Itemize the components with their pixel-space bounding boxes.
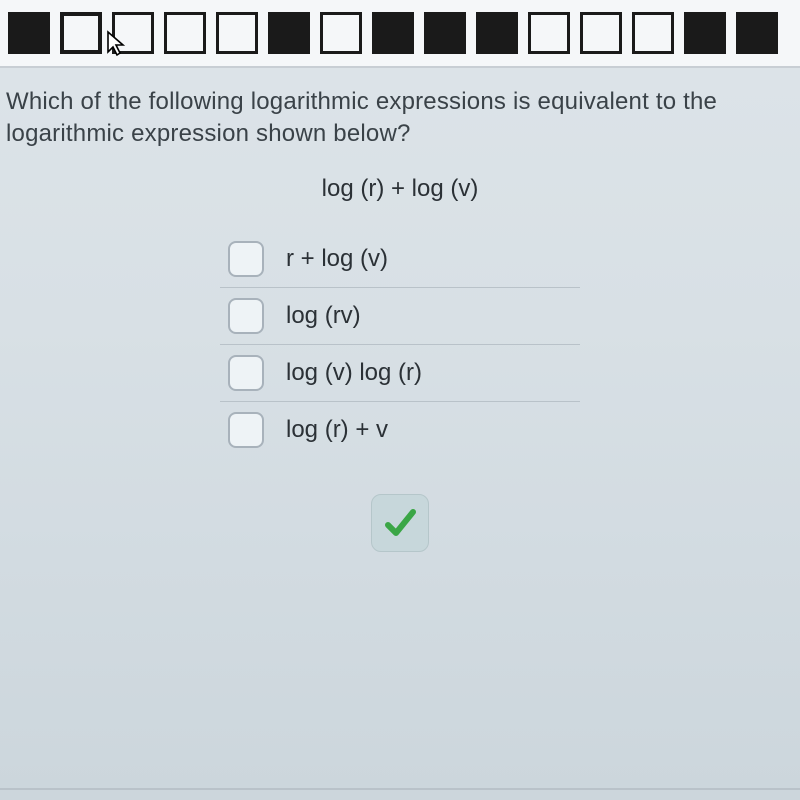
nav-box-11[interactable] bbox=[528, 12, 570, 54]
question-prompt: Which of the following logarithmic expre… bbox=[6, 86, 794, 151]
nav-box-7[interactable] bbox=[320, 12, 362, 54]
answer-row[interactable]: log (rv) bbox=[220, 288, 580, 345]
nav-box-8[interactable] bbox=[372, 12, 414, 54]
nav-box-6[interactable] bbox=[268, 12, 310, 54]
nav-box-1[interactable] bbox=[8, 12, 50, 54]
nav-box-4[interactable] bbox=[164, 12, 206, 54]
answer-list: r + log (v) log (rv) log (v) log (r) log (r… bbox=[220, 231, 580, 458]
answer-checkbox[interactable] bbox=[228, 355, 264, 391]
answer-label: log (rv) bbox=[286, 302, 361, 330]
nav-box-5[interactable] bbox=[216, 12, 258, 54]
nav-box-15[interactable] bbox=[736, 12, 778, 54]
answer-checkbox[interactable] bbox=[228, 412, 264, 448]
bottom-divider bbox=[0, 788, 800, 790]
nav-box-3[interactable] bbox=[112, 12, 154, 54]
nav-box-14[interactable] bbox=[684, 12, 726, 54]
question-nav-strip bbox=[0, 0, 800, 68]
submit-area bbox=[6, 494, 794, 552]
answer-label: r + log (v) bbox=[286, 245, 388, 273]
answer-label: log (r) + v bbox=[286, 416, 388, 444]
nav-box-10[interactable] bbox=[476, 12, 518, 54]
answer-label: log (v) log (r) bbox=[286, 359, 422, 387]
answer-row[interactable]: log (r) + v bbox=[220, 402, 580, 458]
nav-box-13[interactable] bbox=[632, 12, 674, 54]
given-expression: log (r) + log (v) bbox=[6, 175, 794, 203]
question-area: Which of the following logarithmic expre… bbox=[0, 68, 800, 552]
answer-row[interactable]: r + log (v) bbox=[220, 231, 580, 288]
nav-box-12[interactable] bbox=[580, 12, 622, 54]
answer-row[interactable]: log (v) log (r) bbox=[220, 345, 580, 402]
nav-box-9[interactable] bbox=[424, 12, 466, 54]
nav-box-2[interactable] bbox=[60, 12, 102, 54]
submit-check-button[interactable] bbox=[371, 494, 429, 552]
checkmark-icon bbox=[380, 503, 420, 543]
answer-checkbox[interactable] bbox=[228, 298, 264, 334]
answer-checkbox[interactable] bbox=[228, 241, 264, 277]
